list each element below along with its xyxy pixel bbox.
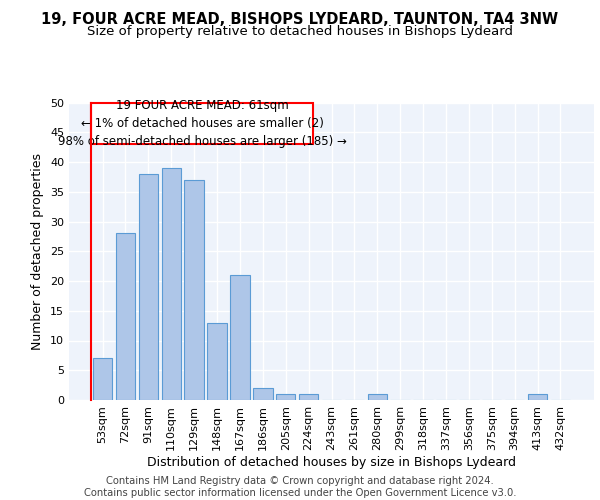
Y-axis label: Number of detached properties: Number of detached properties [31, 153, 44, 350]
Text: Contains HM Land Registry data © Crown copyright and database right 2024.: Contains HM Land Registry data © Crown c… [106, 476, 494, 486]
Bar [91, 102, 313, 144]
Bar [230, 275, 250, 400]
Bar [93, 358, 112, 400]
Bar [208, 322, 227, 400]
Text: 19, FOUR ACRE MEAD, BISHOPS LYDEARD, TAUNTON, TA4 3NW: 19, FOUR ACRE MEAD, BISHOPS LYDEARD, TAU… [41, 12, 559, 28]
Bar [139, 174, 158, 400]
Bar [276, 394, 295, 400]
Bar [116, 234, 135, 400]
Bar [161, 168, 181, 400]
Bar [184, 180, 204, 400]
Bar [528, 394, 547, 400]
Bar [253, 388, 272, 400]
Text: Size of property relative to detached houses in Bishops Lydeard: Size of property relative to detached ho… [87, 25, 513, 38]
Bar [368, 394, 387, 400]
Text: 19 FOUR ACRE MEAD: 61sqm
← 1% of detached houses are smaller (2)
98% of semi-det: 19 FOUR ACRE MEAD: 61sqm ← 1% of detache… [58, 99, 347, 148]
X-axis label: Distribution of detached houses by size in Bishops Lydeard: Distribution of detached houses by size … [147, 456, 516, 468]
Text: Contains public sector information licensed under the Open Government Licence v3: Contains public sector information licen… [84, 488, 516, 498]
Bar [299, 394, 319, 400]
